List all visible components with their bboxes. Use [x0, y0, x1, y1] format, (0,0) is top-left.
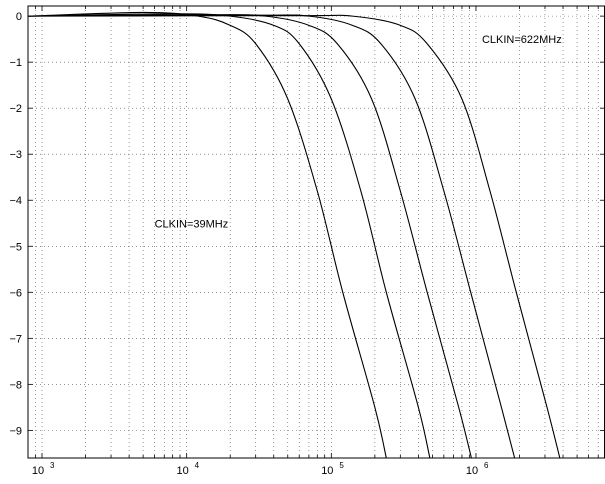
plot-frame — [27, 5, 605, 459]
x-tick-label: 10 — [321, 465, 333, 477]
y-tick-label: −9 — [9, 425, 22, 437]
x-tick-label: 10 — [32, 465, 44, 477]
y-tick-label: 0 — [16, 11, 22, 23]
annotation-clkin-39mhz: CLKIN=39MHz — [155, 218, 229, 230]
y-tick-label: −2 — [9, 103, 22, 115]
annotation-clkin-622mhz: CLKIN=622MHz — [482, 34, 562, 46]
x-tick-label: 10 — [466, 465, 478, 477]
labels-layer: 0 −1 −2 −3 −4 −5 −6 −7 −8 −9 10 3 10 4 10 5 10 6 CLKIN=622… — [9, 11, 561, 477]
x-tick-exponent: 3 — [50, 461, 55, 470]
x-tick-label: 10 — [177, 465, 189, 477]
series-line-5 — [28, 14, 561, 458]
x-tick-exponent: 4 — [195, 461, 200, 470]
x-tick-exponent: 5 — [339, 461, 344, 470]
y-tick-label: −7 — [9, 333, 22, 345]
y-tick-label: −4 — [9, 195, 22, 207]
grid-layer — [27, 6, 605, 458]
x-tick-exponent: 6 — [484, 461, 489, 470]
series-line-1 — [28, 11, 387, 458]
series-layer — [28, 11, 561, 458]
y-tick-label: −8 — [9, 379, 22, 391]
axes-layer — [27, 5, 605, 459]
y-tick-label: −5 — [9, 241, 22, 253]
y-tick-label: −1 — [9, 57, 22, 69]
y-tick-label: −3 — [9, 149, 22, 161]
series-line-4 — [28, 14, 516, 458]
series-line-3 — [28, 14, 472, 458]
y-tick-label: −6 — [9, 287, 22, 299]
series-line-2 — [28, 13, 431, 458]
